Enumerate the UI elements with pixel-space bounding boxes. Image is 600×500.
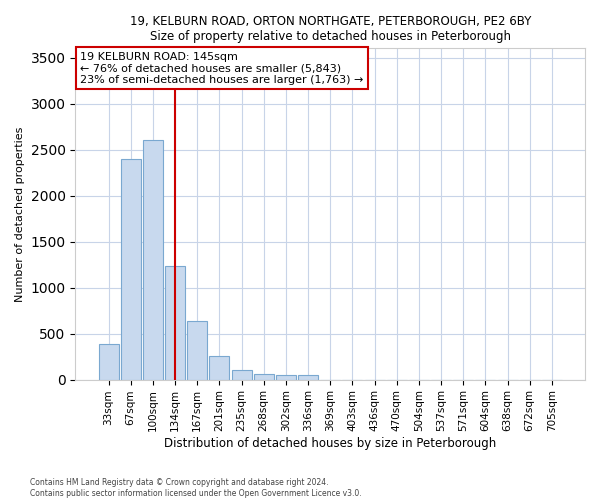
Text: Contains HM Land Registry data © Crown copyright and database right 2024.
Contai: Contains HM Land Registry data © Crown c… bbox=[30, 478, 362, 498]
Bar bbox=[165, 266, 185, 380]
Bar bbox=[254, 374, 274, 380]
Bar bbox=[187, 320, 207, 380]
Bar bbox=[98, 344, 119, 380]
Title: 19, KELBURN ROAD, ORTON NORTHGATE, PETERBOROUGH, PE2 6BY
Size of property relati: 19, KELBURN ROAD, ORTON NORTHGATE, PETER… bbox=[130, 15, 531, 43]
Text: 19 KELBURN ROAD: 145sqm
← 76% of detached houses are smaller (5,843)
23% of semi: 19 KELBURN ROAD: 145sqm ← 76% of detache… bbox=[80, 52, 364, 85]
Y-axis label: Number of detached properties: Number of detached properties bbox=[15, 126, 25, 302]
X-axis label: Distribution of detached houses by size in Peterborough: Distribution of detached houses by size … bbox=[164, 437, 496, 450]
Bar bbox=[143, 140, 163, 380]
Bar bbox=[209, 356, 229, 380]
Bar bbox=[298, 376, 318, 380]
Bar bbox=[121, 159, 140, 380]
Bar bbox=[232, 370, 251, 380]
Bar bbox=[276, 374, 296, 380]
